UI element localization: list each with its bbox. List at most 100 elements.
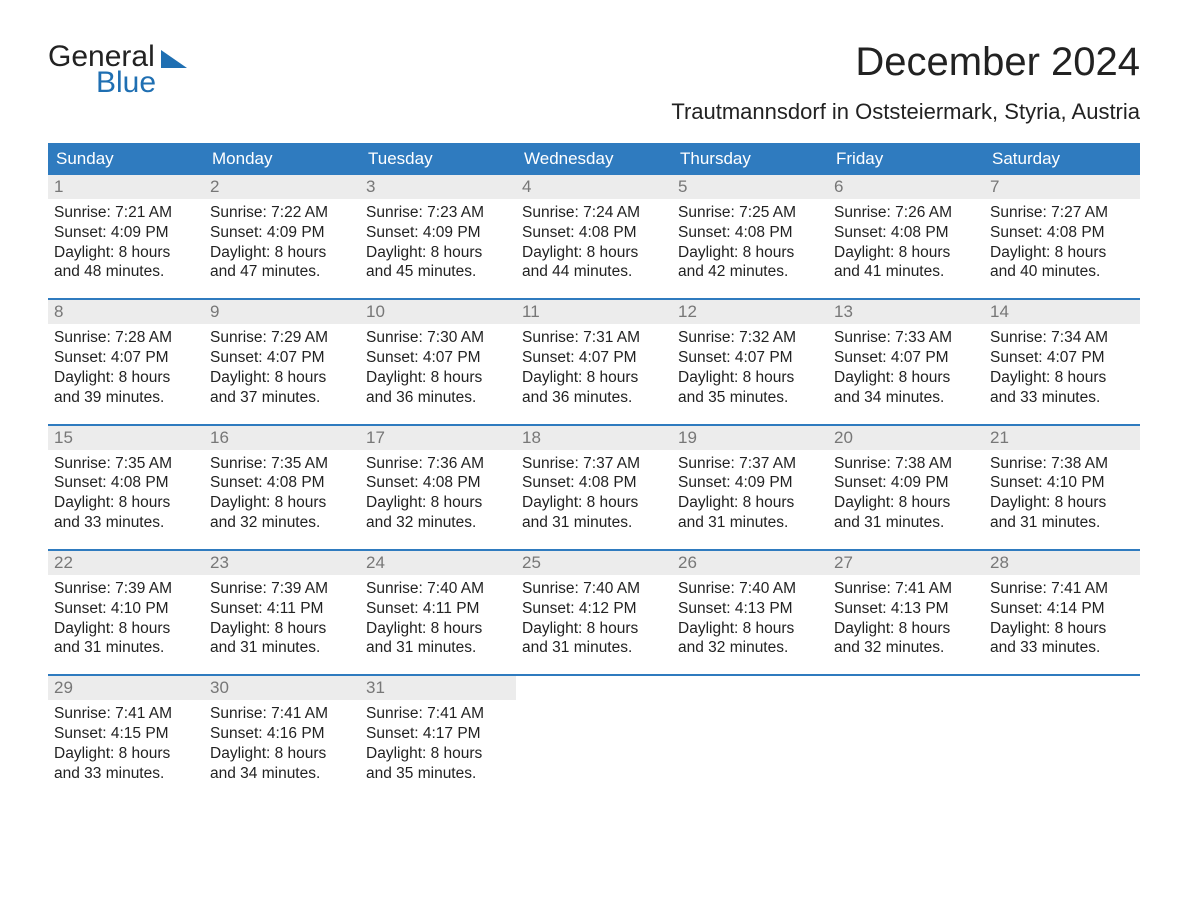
day-dl1: Daylight: 8 hours <box>678 243 822 263</box>
day-cell: Sunrise: 7:28 AMSunset: 4:07 PMDaylight:… <box>48 324 204 407</box>
day-dl1: Daylight: 8 hours <box>210 744 354 764</box>
logo-triangle-icon <box>161 50 187 68</box>
day-cell: Sunrise: 7:41 AMSunset: 4:16 PMDaylight:… <box>204 700 360 783</box>
day-sunrise: Sunrise: 7:37 AM <box>522 454 666 474</box>
day-sunset: Sunset: 4:10 PM <box>990 473 1134 493</box>
day-dl2: and 47 minutes. <box>210 262 354 282</box>
day-sunset: Sunset: 4:07 PM <box>834 348 978 368</box>
logo-text-blue: Blue <box>96 66 187 100</box>
day-sunrise: Sunrise: 7:33 AM <box>834 328 978 348</box>
day-cell: Sunrise: 7:40 AMSunset: 4:13 PMDaylight:… <box>672 575 828 658</box>
day-sunset: Sunset: 4:07 PM <box>990 348 1134 368</box>
day-dl1: Daylight: 8 hours <box>366 493 510 513</box>
day-dl1: Daylight: 8 hours <box>54 619 198 639</box>
day-number: 18 <box>516 426 672 450</box>
day-sunrise: Sunrise: 7:30 AM <box>366 328 510 348</box>
day-number: 21 <box>984 426 1140 450</box>
day-cell: Sunrise: 7:38 AMSunset: 4:10 PMDaylight:… <box>984 450 1140 533</box>
day-dl1: Daylight: 8 hours <box>522 243 666 263</box>
day-cell: Sunrise: 7:31 AMSunset: 4:07 PMDaylight:… <box>516 324 672 407</box>
day-dl2: and 37 minutes. <box>210 388 354 408</box>
day-number: 27 <box>828 551 984 575</box>
day-cell: Sunrise: 7:35 AMSunset: 4:08 PMDaylight:… <box>204 450 360 533</box>
day-sunset: Sunset: 4:09 PM <box>366 223 510 243</box>
day-sunrise: Sunrise: 7:24 AM <box>522 203 666 223</box>
day-header: Saturday <box>984 143 1140 175</box>
day-header: Wednesday <box>516 143 672 175</box>
day-dl2: and 33 minutes. <box>990 638 1134 658</box>
day-cell: Sunrise: 7:26 AMSunset: 4:08 PMDaylight:… <box>828 199 984 282</box>
day-sunset: Sunset: 4:07 PM <box>366 348 510 368</box>
day-number <box>516 676 672 700</box>
day-cell: Sunrise: 7:27 AMSunset: 4:08 PMDaylight:… <box>984 199 1140 282</box>
day-dl1: Daylight: 8 hours <box>990 619 1134 639</box>
day-dl2: and 33 minutes. <box>54 764 198 784</box>
day-dl1: Daylight: 8 hours <box>522 368 666 388</box>
day-header: Sunday <box>48 143 204 175</box>
day-header: Thursday <box>672 143 828 175</box>
day-sunset: Sunset: 4:15 PM <box>54 724 198 744</box>
day-cell: Sunrise: 7:35 AMSunset: 4:08 PMDaylight:… <box>48 450 204 533</box>
calendar-grid: SundayMondayTuesdayWednesdayThursdayFrid… <box>48 143 1140 784</box>
day-dl1: Daylight: 8 hours <box>54 243 198 263</box>
day-cell: Sunrise: 7:41 AMSunset: 4:15 PMDaylight:… <box>48 700 204 783</box>
day-sunset: Sunset: 4:08 PM <box>990 223 1134 243</box>
day-number: 2 <box>204 175 360 199</box>
day-number: 8 <box>48 300 204 324</box>
day-dl1: Daylight: 8 hours <box>366 368 510 388</box>
day-sunset: Sunset: 4:07 PM <box>210 348 354 368</box>
day-sunrise: Sunrise: 7:40 AM <box>522 579 666 599</box>
day-sunrise: Sunrise: 7:31 AM <box>522 328 666 348</box>
day-number <box>984 676 1140 700</box>
day-dl1: Daylight: 8 hours <box>834 619 978 639</box>
day-number: 22 <box>48 551 204 575</box>
day-header: Friday <box>828 143 984 175</box>
day-sunrise: Sunrise: 7:34 AM <box>990 328 1134 348</box>
day-cell: Sunrise: 7:37 AMSunset: 4:08 PMDaylight:… <box>516 450 672 533</box>
day-sunset: Sunset: 4:13 PM <box>678 599 822 619</box>
day-sunrise: Sunrise: 7:37 AM <box>678 454 822 474</box>
day-number: 9 <box>204 300 360 324</box>
day-number: 14 <box>984 300 1140 324</box>
day-dl1: Daylight: 8 hours <box>678 619 822 639</box>
day-dl2: and 48 minutes. <box>54 262 198 282</box>
day-dl2: and 45 minutes. <box>366 262 510 282</box>
day-dl2: and 42 minutes. <box>678 262 822 282</box>
day-sunrise: Sunrise: 7:36 AM <box>366 454 510 474</box>
day-dl1: Daylight: 8 hours <box>990 368 1134 388</box>
day-dl1: Daylight: 8 hours <box>990 243 1134 263</box>
day-number: 5 <box>672 175 828 199</box>
day-sunset: Sunset: 4:08 PM <box>678 223 822 243</box>
day-number: 7 <box>984 175 1140 199</box>
day-dl2: and 32 minutes. <box>678 638 822 658</box>
day-dl2: and 35 minutes. <box>678 388 822 408</box>
day-dl2: and 41 minutes. <box>834 262 978 282</box>
day-number: 6 <box>828 175 984 199</box>
day-dl2: and 31 minutes. <box>210 638 354 658</box>
day-sunrise: Sunrise: 7:28 AM <box>54 328 198 348</box>
day-cell: Sunrise: 7:36 AMSunset: 4:08 PMDaylight:… <box>360 450 516 533</box>
day-sunrise: Sunrise: 7:22 AM <box>210 203 354 223</box>
day-dl1: Daylight: 8 hours <box>366 744 510 764</box>
day-sunrise: Sunrise: 7:40 AM <box>366 579 510 599</box>
day-sunrise: Sunrise: 7:21 AM <box>54 203 198 223</box>
day-number: 30 <box>204 676 360 700</box>
day-number: 28 <box>984 551 1140 575</box>
day-dl2: and 33 minutes. <box>54 513 198 533</box>
day-sunset: Sunset: 4:12 PM <box>522 599 666 619</box>
day-dl2: and 40 minutes. <box>990 262 1134 282</box>
day-sunset: Sunset: 4:08 PM <box>522 473 666 493</box>
logo: General Blue <box>48 40 187 100</box>
day-dl2: and 39 minutes. <box>54 388 198 408</box>
day-dl1: Daylight: 8 hours <box>834 368 978 388</box>
day-dl2: and 34 minutes. <box>834 388 978 408</box>
day-number: 26 <box>672 551 828 575</box>
day-cell: Sunrise: 7:24 AMSunset: 4:08 PMDaylight:… <box>516 199 672 282</box>
day-sunrise: Sunrise: 7:41 AM <box>366 704 510 724</box>
day-number <box>672 676 828 700</box>
day-cell: Sunrise: 7:32 AMSunset: 4:07 PMDaylight:… <box>672 324 828 407</box>
day-dl1: Daylight: 8 hours <box>210 368 354 388</box>
day-number: 4 <box>516 175 672 199</box>
day-sunrise: Sunrise: 7:41 AM <box>54 704 198 724</box>
day-cell: Sunrise: 7:39 AMSunset: 4:11 PMDaylight:… <box>204 575 360 658</box>
